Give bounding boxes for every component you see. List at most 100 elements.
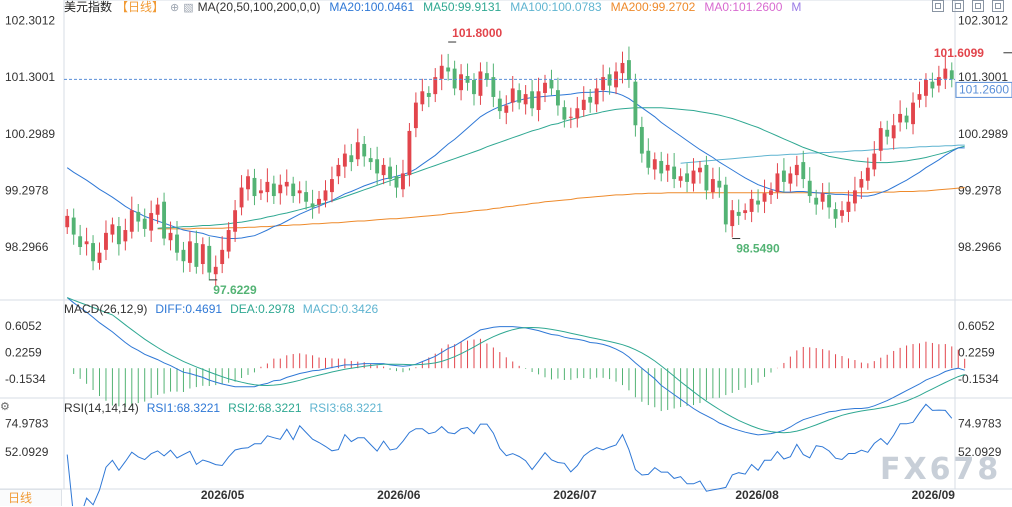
- candle-95: [678, 176, 683, 181]
- candle-97: [691, 170, 696, 184]
- candle-29: [252, 177, 257, 197]
- candle-1: [71, 217, 76, 235]
- candle-37: [304, 192, 309, 202]
- price-tick-left-1: 101.3001: [5, 70, 55, 84]
- edit-icon[interactable]: ▧: [183, 2, 194, 14]
- macd-tick-left-0: 0.6052: [5, 319, 42, 333]
- candle-107: [756, 200, 761, 205]
- last-price-label: 101.2600: [959, 82, 1009, 96]
- candle-113: [794, 164, 799, 176]
- candle-108: [762, 193, 767, 202]
- macd-value: MACD:0.3426: [302, 302, 379, 316]
- candle-79: [575, 108, 580, 119]
- candle-69: [510, 88, 515, 103]
- rsi-tick-right-1: 52.0929: [958, 445, 1002, 459]
- candle-74: [543, 82, 547, 93]
- x-tick-1: 2026/06: [377, 488, 421, 502]
- candle-25: [226, 230, 231, 252]
- candle-134: [930, 81, 935, 89]
- candle-132: [917, 94, 922, 100]
- candle-45: [355, 142, 360, 160]
- candle-55: [420, 91, 425, 105]
- candle-122: [852, 190, 857, 204]
- price-tick-right-2: 100.2989: [958, 127, 1008, 141]
- candle-77: [562, 107, 567, 120]
- candle-15: [162, 201, 167, 239]
- macd-tick-left-1: 0.2259: [5, 346, 42, 360]
- last-price-badge: [955, 81, 1012, 98]
- candle-135: [936, 77, 941, 86]
- candle-130: [904, 115, 909, 123]
- candle-70: [517, 90, 522, 103]
- instrument-title: 美元指数: [64, 0, 113, 14]
- candle-47: [368, 158, 373, 163]
- candle-63: [472, 79, 476, 95]
- recent-high-annotation: 101.6099: [934, 46, 984, 60]
- price-tick-left-0: 102.3012: [5, 13, 55, 27]
- local-low-annotation: 98.5490: [736, 242, 780, 256]
- macd-dea: DEA:0.2978: [230, 302, 295, 316]
- macd-tick-right-2: -0.1534: [958, 372, 999, 386]
- macd-legend: MACD(26,12,9) DIFF:0.4691 DEA:0.2978 MACD:0…: [64, 302, 386, 316]
- candle-94: [672, 166, 677, 180]
- candle-26: [233, 210, 238, 232]
- settings-icon[interactable]: ⊕: [170, 2, 180, 14]
- ma100-value: MA100:100.0783: [510, 0, 602, 14]
- candle-46: [362, 143, 367, 157]
- candle-54: [413, 102, 418, 129]
- candle-44: [349, 155, 354, 163]
- candle-86: [620, 62, 625, 74]
- candle-14: [155, 204, 160, 215]
- candle-36: [297, 190, 302, 194]
- candle-66: [491, 77, 496, 97]
- x-tick-3: 2026/08: [735, 488, 779, 502]
- candle-112: [788, 173, 793, 184]
- rsi-tick-right-0: 74.9783: [958, 416, 1002, 430]
- price-tick-right-0: 102.3012: [958, 13, 1008, 27]
- candle-51: [394, 176, 399, 188]
- candle-80: [581, 99, 586, 110]
- candle-17: [175, 234, 179, 253]
- candle-0: [65, 215, 70, 228]
- candle-119: [833, 209, 838, 219]
- candle-18: [181, 249, 186, 262]
- macd-tick-left-2: -0.1534: [5, 372, 46, 386]
- candle-133: [924, 79, 928, 96]
- candle-92: [659, 160, 664, 174]
- candle-33: [278, 184, 283, 194]
- candle-30: [258, 190, 263, 194]
- candle-6: [104, 232, 108, 250]
- candle-2: [78, 236, 83, 248]
- candle-67: [497, 98, 502, 112]
- candle-19: [187, 241, 192, 263]
- candle-65: [484, 73, 489, 80]
- candle-103: [730, 210, 735, 227]
- period-button[interactable]: 日线: [0, 489, 62, 506]
- ma50-value: MA50:99.9131: [423, 0, 502, 14]
- macd-tick-right-0: 0.6052: [958, 319, 995, 333]
- ma0-value: MA0:101.2600: [704, 0, 783, 14]
- candle-59: [446, 67, 451, 72]
- fit-icon[interactable]: [932, 0, 944, 12]
- candle-102: [723, 184, 728, 225]
- candle-91: [652, 159, 657, 170]
- macd-diff: DIFF:0.4691: [155, 302, 223, 316]
- x-tick-2: 2026/07: [553, 488, 597, 502]
- ma100-line: [680, 144, 965, 164]
- fullscreen-icon[interactable]: [992, 0, 1004, 12]
- candle-124: [865, 167, 870, 181]
- candle-53: [407, 130, 412, 176]
- gear-icon[interactable]: ⚙: [0, 401, 10, 413]
- watermark: FX678: [880, 452, 1002, 487]
- price-tick-left-4: 98.2966: [5, 240, 49, 254]
- crosshair-icon[interactable]: [972, 0, 984, 12]
- candle-50: [388, 166, 392, 180]
- zoom-icon[interactable]: [952, 0, 964, 12]
- candle-35: [291, 183, 296, 197]
- period-label[interactable]: 【日线】: [116, 0, 165, 14]
- candle-49: [381, 164, 386, 176]
- candle-20: [194, 243, 199, 267]
- candle-93: [665, 164, 670, 171]
- candle-101: [717, 180, 722, 188]
